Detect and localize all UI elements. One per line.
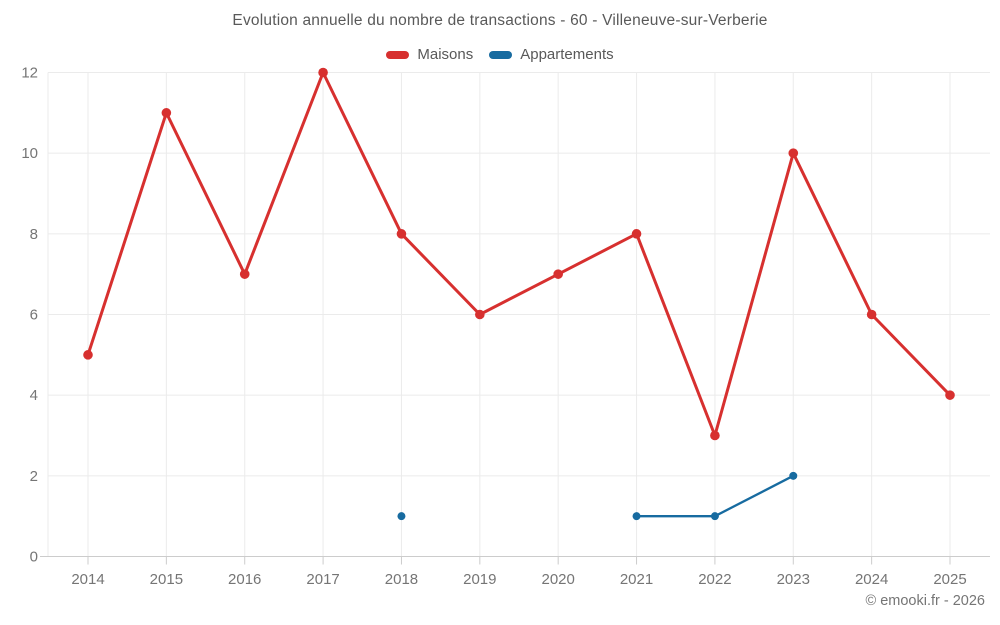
x-tick-label: 2022	[698, 571, 731, 588]
data-point-maisons	[475, 309, 485, 320]
series-line-maisons	[86, 71, 952, 437]
data-point-maisons	[396, 229, 407, 239]
y-tick-label: 10	[21, 145, 38, 162]
data-point-maisons	[239, 269, 250, 279]
data-point-maisons	[83, 350, 93, 360]
legend-label-maisons: Maisons	[417, 46, 474, 63]
data-point-maisons	[710, 430, 720, 441]
data-point-maisons	[631, 229, 642, 239]
data-point-appartements	[397, 512, 406, 521]
x-tick-label: 2020	[541, 571, 574, 588]
x-tick-label: 2018	[385, 571, 418, 588]
x-tick-label: 2014	[71, 571, 104, 588]
x-tick-label: 2019	[463, 571, 496, 588]
y-tick-label: 4	[30, 387, 38, 404]
chart-title: Evolution annuelle du nombre de transact…	[232, 12, 768, 29]
x-tick-label: 2023	[777, 571, 810, 588]
copyright: © emooki.fr - 2026	[865, 593, 985, 609]
data-point-maisons	[945, 390, 955, 400]
data-point-maisons	[161, 108, 172, 118]
legend-label-appartements: Appartements	[520, 46, 614, 63]
data-point-appartements	[710, 512, 719, 521]
legend: Maisons Appartements	[0, 46, 1000, 63]
y-tick-label: 12	[21, 65, 38, 82]
x-tick-label: 2015	[150, 571, 183, 588]
data-point-maisons	[788, 148, 799, 158]
data-point-appartements	[789, 471, 798, 480]
y-tick-label: 0	[30, 549, 38, 566]
legend-item-appartements[interactable]: Appartements	[489, 46, 614, 63]
data-point-maisons	[318, 67, 328, 78]
legend-item-maisons[interactable]: Maisons	[386, 46, 473, 63]
x-tick-label: 2021	[620, 571, 653, 588]
x-tick-label: 2016	[228, 571, 261, 588]
y-tick-label: 6	[30, 307, 38, 324]
x-tick-label: 2024	[855, 571, 888, 588]
x-tick-label: 2025	[933, 571, 966, 588]
data-point-maisons	[866, 309, 877, 320]
data-point-appartements	[632, 512, 641, 521]
data-point-maisons	[553, 269, 563, 279]
y-tick-label: 2	[30, 468, 38, 485]
y-tick-label: 8	[30, 226, 38, 243]
maisons-swatch-icon	[386, 50, 410, 59]
x-tick-label: 2017	[306, 571, 339, 588]
appartements-swatch-icon	[489, 50, 513, 59]
